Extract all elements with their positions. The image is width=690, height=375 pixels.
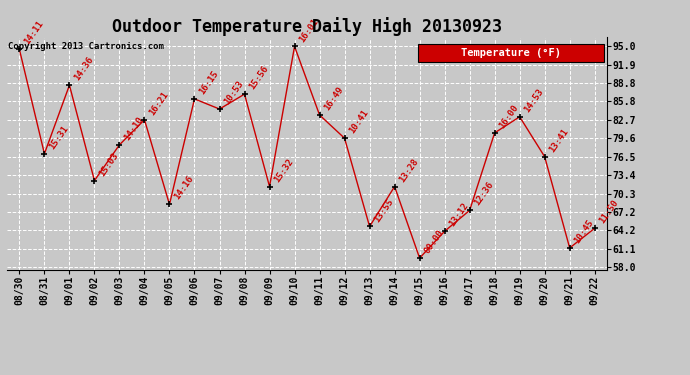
Text: 10:45: 10:45 [573, 218, 595, 245]
Text: 16:15: 16:15 [197, 69, 220, 96]
Text: 13:12: 13:12 [447, 201, 470, 228]
Text: 15:03: 15:03 [97, 151, 120, 178]
Text: 16:21: 16:21 [147, 90, 170, 117]
Text: 14:16: 14:16 [172, 174, 195, 202]
Text: 16:49: 16:49 [322, 85, 345, 112]
Text: 14:36: 14:36 [72, 55, 95, 82]
Text: 16:00: 16:00 [497, 103, 520, 130]
Text: 15:56: 15:56 [247, 64, 270, 92]
Text: 13:55: 13:55 [373, 196, 395, 224]
Text: 14:11: 14:11 [22, 20, 45, 46]
Text: Temperature (°F): Temperature (°F) [461, 48, 561, 58]
Text: 10:41: 10:41 [347, 108, 370, 135]
Title: Outdoor Temperature Daily High 20130923: Outdoor Temperature Daily High 20130923 [112, 17, 502, 36]
Text: 15:32: 15:32 [273, 157, 295, 184]
Text: 14:10: 14:10 [122, 115, 145, 142]
Text: Copyright 2013 Cartronics.com: Copyright 2013 Cartronics.com [8, 42, 164, 51]
Text: 12:36: 12:36 [473, 180, 495, 208]
Text: 11:50: 11:50 [598, 198, 620, 225]
Text: 14:53: 14:53 [522, 87, 545, 114]
Text: 10:53: 10:53 [222, 79, 245, 106]
Text: 13:28: 13:28 [397, 157, 420, 184]
Text: 13:41: 13:41 [547, 127, 570, 154]
Text: 15:31: 15:31 [47, 124, 70, 151]
Text: 16:01: 16:01 [297, 16, 320, 44]
FancyBboxPatch shape [418, 45, 604, 62]
Text: 00:00: 00:00 [422, 228, 445, 255]
